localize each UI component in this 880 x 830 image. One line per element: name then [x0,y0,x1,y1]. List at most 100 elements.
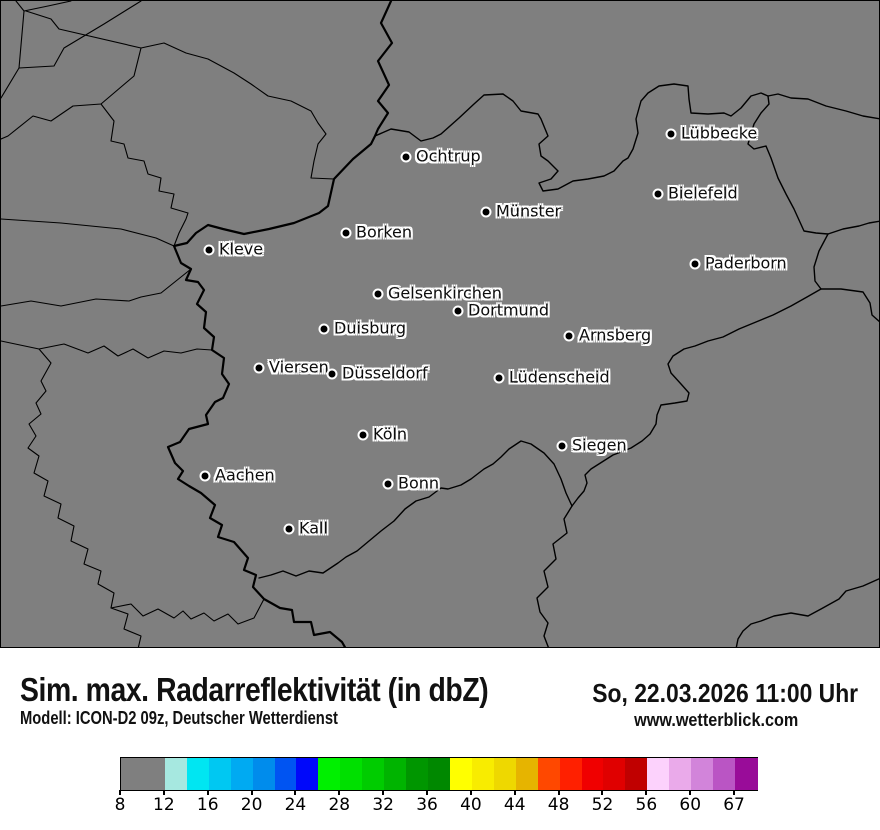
city-dot-icon [480,206,492,218]
colorbar-tick-label: 32 [372,795,394,815]
border-line-state [536,505,573,647]
colorbar-tick-label: 8 [114,795,126,815]
border-line-national [166,1,394,647]
website-label: www.wetterblick.com [560,710,872,731]
colorbar-segment [449,758,473,790]
city-label: Kleve [219,239,264,259]
city-dot-icon [665,128,677,140]
border-line-state [735,578,879,647]
valid-datetime-text: So, 22.03.2026 11:00 Uhr [592,678,858,708]
colorbar-tick-label: 56 [635,795,658,815]
city-label: Gelsenkirchen [388,283,502,303]
colorbar-segment [362,758,385,790]
colorbar-segment [318,758,341,790]
city-label: Lübbecke [681,123,758,143]
colorbar-tick-label: 36 [416,795,438,815]
border-line-regional [100,103,189,247]
colorbar-segment [559,758,583,790]
colorbar-tick-mark [162,790,165,795]
city-label: Bielefeld [668,183,738,203]
border-line-regional [1,268,192,307]
colorbar-tick-label: 24 [284,795,307,815]
city-label: Siegen [572,435,627,455]
colorbar-tick-label: 67 [723,795,745,815]
colorbar-tick-label: 40 [460,795,482,815]
border-line-regional [1,340,142,647]
colorbar-segment [186,758,210,790]
colorbar-segment [625,758,648,790]
colorbar-segment [603,758,626,790]
colorbar-tick-mark [206,790,209,795]
city-label: Kall [299,518,328,538]
city-dot-icon [556,440,568,452]
city-dot-icon [253,362,265,374]
city-label: Köln [373,424,408,444]
colorbar-segment [647,758,670,790]
colorbar-tick-label: 28 [328,795,351,815]
city-label: Münster [496,201,562,221]
colorbar-segment [669,758,692,790]
border-line-regional [1,218,175,247]
map-canvas: Ochtrup Lübbecke Münster Bielefeld Borken Kle… [0,0,880,648]
border-line-regional [1,10,25,99]
colorbar-tick-mark [382,790,385,795]
colorbar-tick-mark [338,790,341,795]
city-dot-icon [203,244,215,256]
border-line-state [258,83,829,579]
border-line-state [767,93,879,120]
border-line-regional [15,1,72,12]
colorbar-segment [406,758,429,790]
city-dot-icon [283,523,295,535]
city-label: Viersen [269,357,329,377]
city-dot-icon [382,478,394,490]
city-dot-icon [563,330,575,342]
colorbar-tick-mark [557,790,560,795]
colorbar-tick-mark [689,790,692,795]
colorbar-segment [208,758,232,790]
colorbar-segment [296,758,319,790]
colorbar-tick-mark [119,790,121,795]
colorbar-segment [164,758,188,790]
colorbar-segment [581,758,605,790]
colorbar-segment [428,758,451,790]
colorbar-tick-label: 12 [153,795,175,815]
colorbar-segment [121,758,166,790]
website-label-text: www.wetterblick.com [633,710,799,730]
city-label: Borken [356,222,413,242]
model-info-text: Modell: ICON-D2 09z, Deutscher Wetterdie… [20,708,338,728]
city-label: Dortmund [468,300,549,320]
colorbar-tick-label: 48 [547,795,570,815]
colorbar-segment [252,758,276,790]
colorbar-tick-mark [513,790,516,795]
colorbar-segment [384,758,407,790]
border-line-regional [38,343,213,359]
colorbar-segment [471,758,495,790]
colorbar-tick-label: 20 [240,795,263,815]
city-dot-icon [318,323,330,335]
colorbar-segment [735,758,758,790]
colorbar-segment [493,758,517,790]
border-line-state [827,220,879,235]
city-label: Aachen [215,465,275,485]
city-label: Duisburg [334,318,406,338]
colorbar-segment [515,758,539,790]
colorbar-segment [230,758,254,790]
border-line-regional [18,1,142,69]
city-dot-icon [452,305,464,317]
city-label: Paderborn [705,253,787,273]
city-dot-icon [326,368,338,380]
page-title: Sim. max. Radarreflektivität (in dbZ) [20,671,564,709]
city-dot-icon [400,151,412,163]
city-dot-icon [652,188,664,200]
city-dot-icon [340,227,352,239]
colorbar-tick-mark [426,790,429,795]
colorbar-tick-mark [250,790,253,795]
city-dot-icon [372,288,384,300]
colorbar-segment [537,758,561,790]
model-info: Modell: ICON-D2 09z, Deutscher Wetterdie… [20,708,408,729]
border-line-regional [25,10,335,180]
city-label: Düsseldorf [342,363,428,383]
colorbar-segment [691,758,714,790]
colorbar-tick-label: 44 [503,795,526,815]
